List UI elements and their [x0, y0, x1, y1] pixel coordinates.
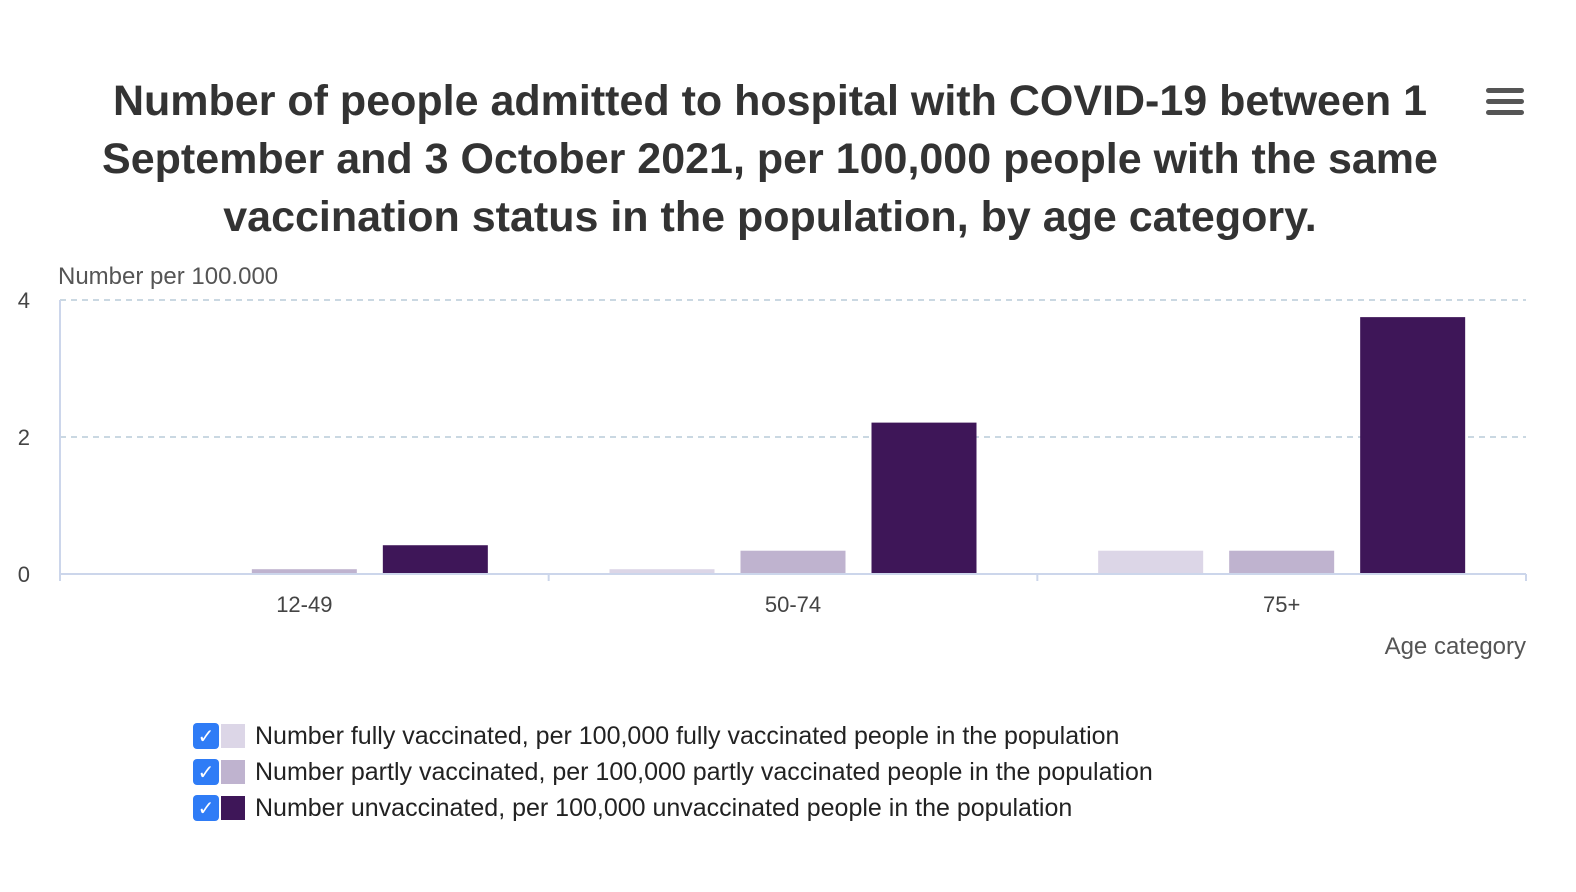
legend-item-partly-vaccinated[interactable]: ✓ Number partly vaccinated, per 100,000 …: [193, 754, 1153, 790]
legend-item-fully-vaccinated[interactable]: ✓ Number fully vaccinated, per 100,000 f…: [193, 718, 1153, 754]
x-tick-label: 12-49: [276, 592, 332, 617]
bar-partly: [740, 550, 846, 574]
bar-partly: [251, 569, 357, 574]
bar-fully: [1098, 550, 1204, 574]
hamburger-menu-icon[interactable]: [1486, 88, 1524, 118]
y-tick-label: 0: [18, 562, 30, 587]
bar-unvaccinated: [1360, 317, 1466, 574]
legend-swatch-unvaccinated: [221, 796, 245, 820]
checkbox-checked-icon[interactable]: ✓: [193, 795, 219, 821]
legend-swatch-partly: [221, 760, 245, 784]
legend-label: Number fully vaccinated, per 100,000 ful…: [255, 721, 1120, 750]
bar-unvaccinated: [871, 422, 977, 574]
x-tick-label: 50-74: [765, 592, 821, 617]
legend-item-unvaccinated[interactable]: ✓ Number unvaccinated, per 100,000 unvac…: [193, 790, 1153, 826]
checkbox-checked-icon[interactable]: ✓: [193, 759, 219, 785]
y-tick-label: 2: [18, 425, 30, 450]
legend: ✓ Number fully vaccinated, per 100,000 f…: [193, 718, 1153, 826]
x-tick-label: 75+: [1263, 592, 1300, 617]
y-axis-title: Number per 100.000: [58, 263, 278, 290]
bar-unvaccinated: [382, 545, 488, 574]
bar-chart: Number per 100.000 Age category 0 2 4 12-49…: [18, 263, 1527, 660]
x-axis-title: Age category: [1385, 633, 1526, 660]
legend-swatch-fully: [221, 724, 245, 748]
checkbox-checked-icon[interactable]: ✓: [193, 723, 219, 749]
bar-partly: [1229, 550, 1335, 574]
chart-title: Number of people admitted to hospital wi…: [102, 77, 1438, 241]
bar-fully: [609, 569, 715, 574]
y-tick-label: 4: [18, 288, 30, 313]
legend-label: Number partly vaccinated, per 100,000 pa…: [255, 757, 1153, 786]
legend-label: Number unvaccinated, per 100,000 unvacci…: [255, 793, 1073, 822]
